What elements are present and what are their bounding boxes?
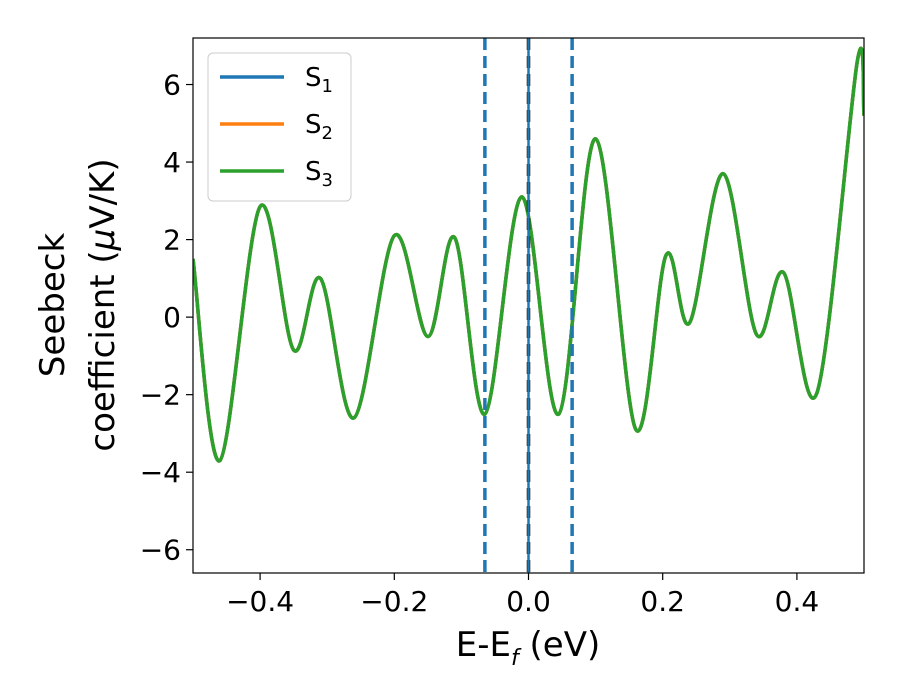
legend-label-s2: S2 [305,110,333,144]
legend-box [207,52,352,202]
y-tick-label: 2 [163,224,181,257]
y-tick-label: −4 [140,456,181,489]
y-axis-label: Seebeck coefficient (μV/K) [33,158,123,451]
x-tick-label: 0.4 [775,585,820,618]
legend-label-s1: S1 [305,63,333,97]
series-group [193,46,864,463]
series-line-s3 [193,46,864,463]
x-tick-label: −0.4 [226,585,294,618]
x-tick-label: 0.0 [506,585,551,618]
y-tick-label: 4 [163,146,181,179]
x-tick-label: −0.2 [360,585,428,618]
legend: S1 S2 S3 [207,52,352,202]
x-axis-label: E-Ef (eV) [456,625,601,671]
legend-label-s3: S3 [305,157,333,191]
y-axis-label-line2: coefficient (μV/K) [83,158,123,451]
tick-layer: −0.4 −0.2 0.0 0.2 0.4 −6 −4 −2 0 2 4 6 [140,69,819,618]
y-tick-label: 0 [163,301,181,334]
y-tick-label: 6 [163,69,181,102]
x-tick-label: 0.2 [640,585,685,618]
y-axis-label-line1: Seebeck [33,233,73,378]
y-tick-label: −6 [140,534,181,567]
y-tick-label: −2 [140,379,181,412]
